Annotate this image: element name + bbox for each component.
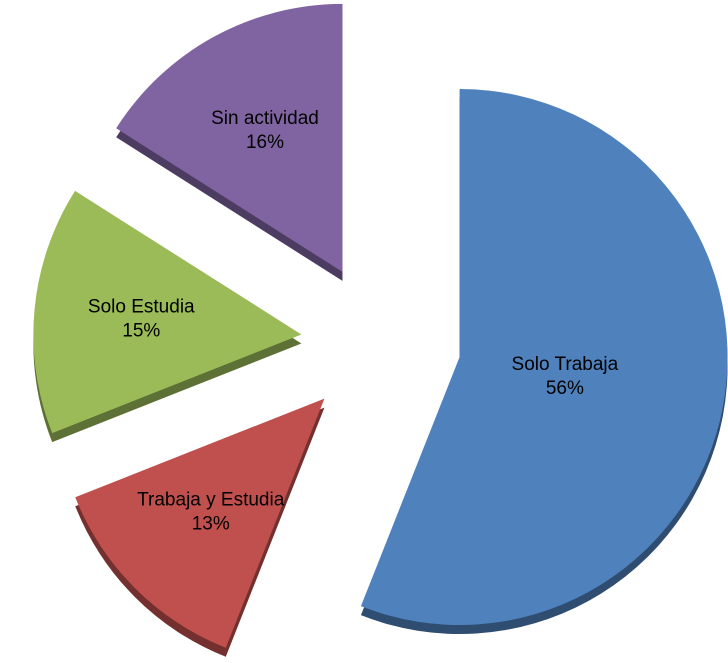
slice	[360, 88, 728, 625]
slice-value: 16%	[246, 132, 284, 153]
slice-value: 13%	[192, 513, 230, 534]
slice-label: Solo Trabaja	[512, 354, 619, 375]
slice-label: Solo Estudia	[88, 296, 195, 317]
slice-label: Sin actividad	[211, 108, 319, 129]
slice	[116, 3, 343, 272]
slice	[75, 398, 325, 648]
slice	[33, 190, 302, 434]
slice-value: 15%	[122, 320, 160, 341]
slice-label: Trabaja y Estudia	[137, 489, 285, 510]
slice-value: 56%	[546, 378, 584, 399]
